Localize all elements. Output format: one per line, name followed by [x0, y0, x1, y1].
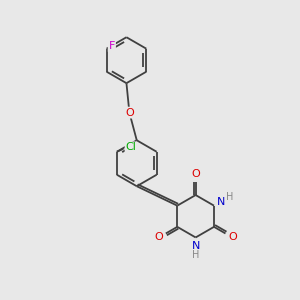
Text: Cl: Cl: [126, 142, 136, 152]
Text: O: O: [154, 232, 163, 242]
Text: F: F: [109, 41, 115, 51]
Text: O: O: [228, 232, 237, 242]
Text: O: O: [191, 169, 200, 179]
Text: H: H: [192, 250, 199, 260]
Text: H: H: [226, 192, 233, 202]
Text: N: N: [217, 196, 225, 206]
Text: O: O: [125, 108, 134, 118]
Text: N: N: [191, 241, 200, 251]
